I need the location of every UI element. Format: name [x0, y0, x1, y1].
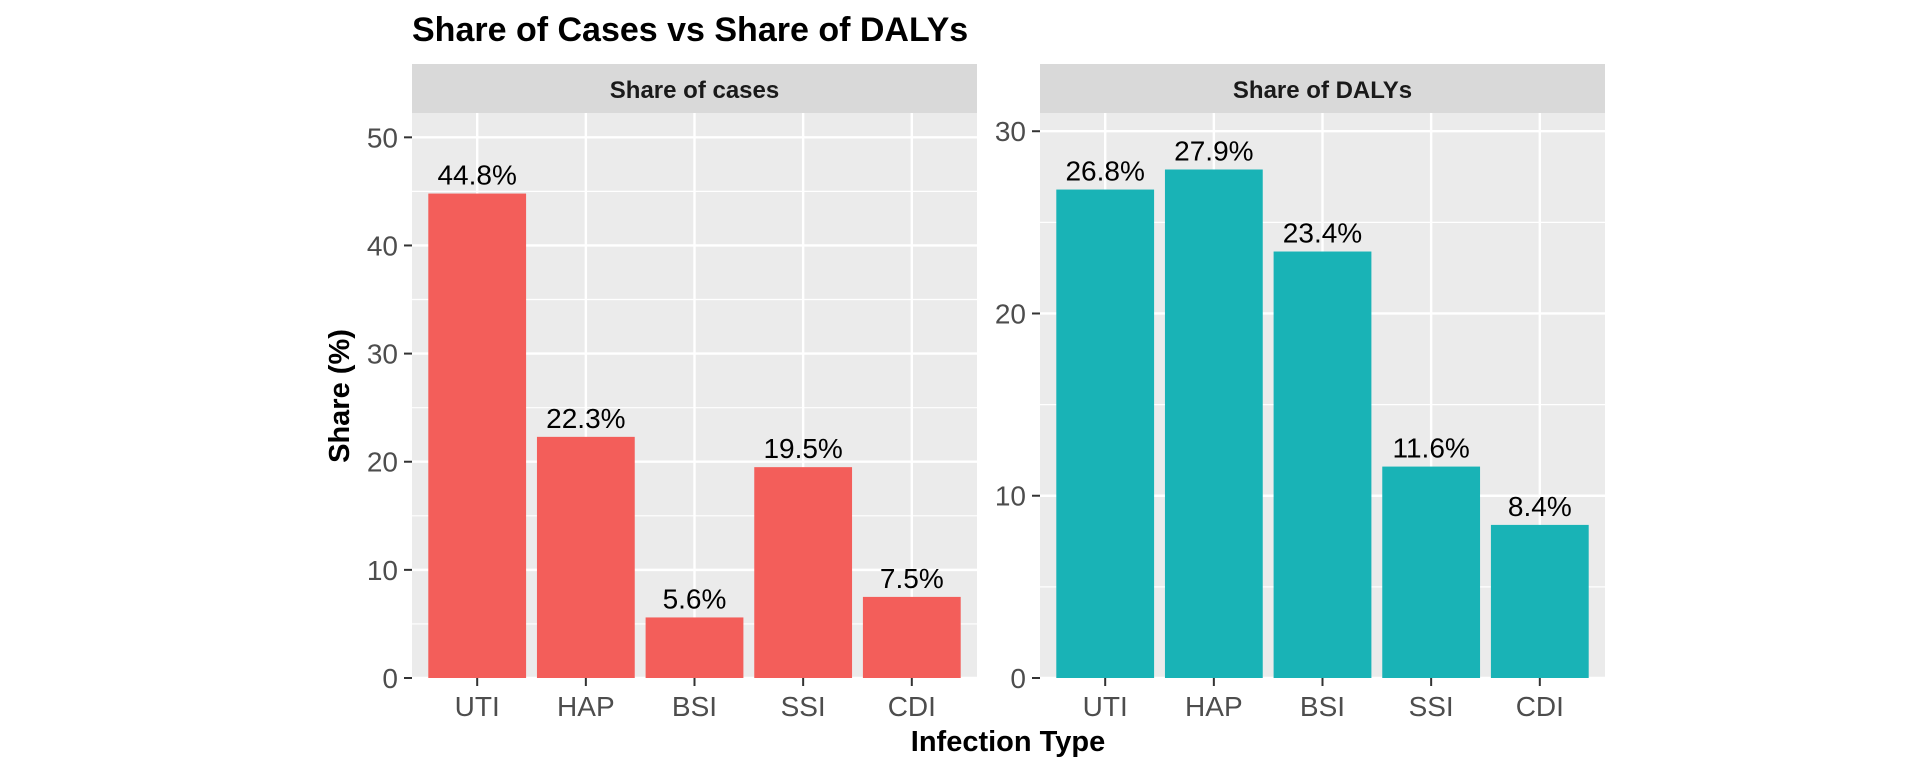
- bar-bsi: [645, 617, 744, 678]
- data-label: 8.4%: [1508, 491, 1572, 522]
- x-tick-label: SSI: [1409, 691, 1454, 722]
- data-label: 22.3%: [546, 403, 625, 434]
- facet-strip-label: Share of DALYs: [1233, 77, 1412, 104]
- bar-hap: [1164, 169, 1263, 678]
- x-tick-label: UTI: [1083, 691, 1128, 722]
- data-label: 19.5%: [763, 433, 842, 464]
- x-tick-label: BSI: [672, 691, 717, 722]
- x-tick-label: CDI: [888, 691, 936, 722]
- x-tick-label: HAP: [1185, 691, 1243, 722]
- x-tick-label: UTI: [455, 691, 500, 722]
- chart-panels: Share of cases 0 10 20 30 40 50 44.8% UTI 22.3% HA…: [367, 64, 1605, 722]
- y-tick-label: 30: [995, 116, 1026, 147]
- x-tick-label: SSI: [781, 691, 826, 722]
- y-axis-title: Share (%): [324, 329, 356, 463]
- bar-uti: [428, 193, 527, 678]
- facet-strip: [1040, 64, 1605, 113]
- y-tick-label: 10: [367, 555, 398, 586]
- bar-hap: [536, 436, 635, 678]
- bar-ssi: [754, 467, 853, 678]
- y-tick-label: 0: [1010, 663, 1026, 694]
- y-tick-label: 30: [367, 339, 398, 370]
- x-axis-title: Infection Type: [911, 726, 1105, 758]
- data-label: 23.4%: [1283, 218, 1362, 249]
- x-tick-label: HAP: [557, 691, 615, 722]
- data-label: 26.8%: [1065, 156, 1144, 187]
- data-label: 27.9%: [1174, 136, 1253, 167]
- bar-ssi: [1382, 466, 1481, 678]
- y-tick-label: 50: [367, 122, 398, 153]
- facet-strip: [412, 64, 977, 113]
- data-label: 44.8%: [437, 160, 516, 191]
- facet-strip-label: Share of cases: [610, 77, 779, 104]
- y-tick-label: 10: [995, 481, 1026, 512]
- x-tick-label: CDI: [1516, 691, 1564, 722]
- data-label: 11.6%: [1392, 433, 1469, 464]
- panel-1: Share of DALYs 0 10 20 30 26.8% UTI 27.9% HAP 23.…: [995, 64, 1605, 722]
- bar-cdi: [862, 596, 961, 678]
- bar-uti: [1056, 189, 1155, 678]
- data-label: 5.6%: [663, 583, 727, 614]
- chart-title: Share of Cases vs Share of DALYs: [412, 11, 968, 49]
- y-tick-label: 20: [995, 298, 1026, 329]
- bar-cdi: [1490, 524, 1589, 678]
- x-tick-label: BSI: [1300, 691, 1345, 722]
- data-label: 7.5%: [880, 563, 944, 594]
- bar-bsi: [1273, 251, 1372, 679]
- y-tick-label: 40: [367, 230, 398, 261]
- y-tick-label: 0: [382, 663, 398, 694]
- panel-0: Share of cases 0 10 20 30 40 50 44.8% UTI 22.3% HA…: [367, 64, 977, 722]
- y-tick-label: 20: [367, 447, 398, 478]
